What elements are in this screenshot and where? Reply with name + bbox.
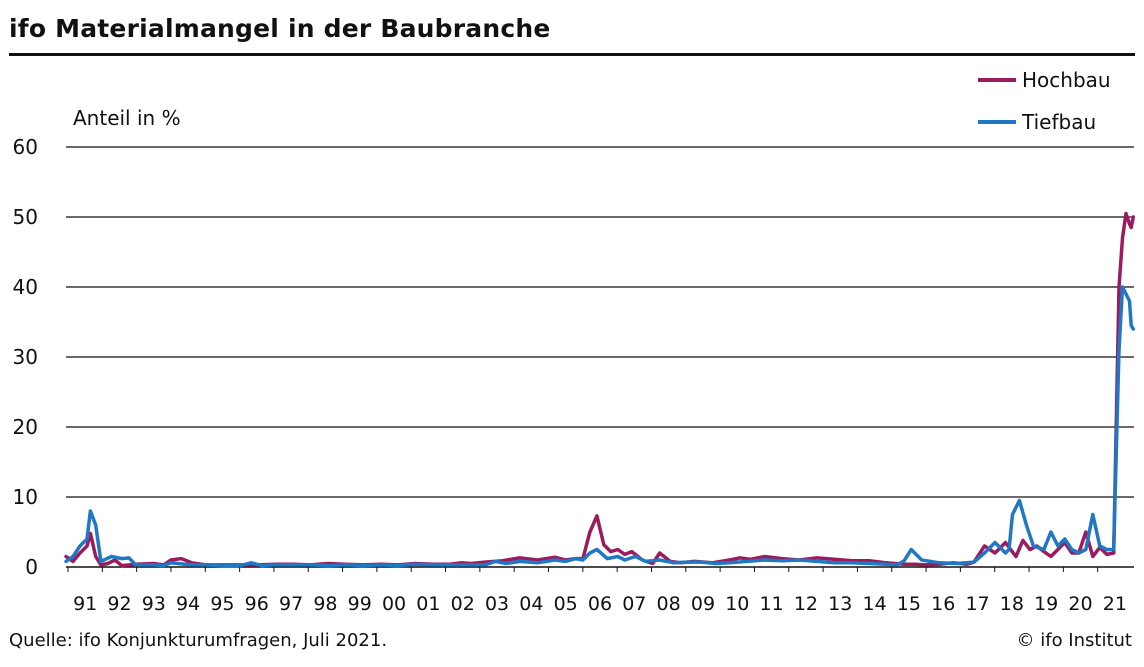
x-tick-label: 08: [657, 593, 681, 615]
x-tick-label: 16: [931, 593, 955, 615]
x-tick-label: 96: [245, 593, 269, 615]
x-tick-label: 15: [897, 593, 921, 615]
x-tick-label: 98: [313, 593, 337, 615]
x-tick-label: 21: [1103, 593, 1127, 615]
page-title: ifo Materialmangel in der Baubranche: [9, 14, 551, 43]
x-tick-label: 12: [794, 593, 818, 615]
x-tick-label: 94: [176, 593, 200, 615]
x-tick-label: 10: [725, 593, 749, 615]
x-tick-label: 13: [828, 593, 852, 615]
x-tick-label: 97: [279, 593, 303, 615]
x-tick-label: 18: [1000, 593, 1024, 615]
x-tick-label: 93: [142, 593, 166, 615]
y-tick-label: 60: [13, 135, 38, 159]
y-tick-labels: 0 10 20 30 40 50 60: [13, 135, 38, 579]
x-tick-label: 02: [451, 593, 475, 615]
y-tick-label: 10: [13, 485, 38, 509]
y-axis-label: Anteil in %: [73, 106, 181, 130]
grid-lines: [66, 146, 1134, 568]
y-tick-label: 40: [13, 275, 38, 299]
x-tick-label: 99: [348, 593, 372, 615]
x-tick-label: 04: [519, 593, 543, 615]
y-tick-label: 30: [13, 345, 38, 369]
x-tick-label: 03: [485, 593, 509, 615]
y-tick-label: 50: [13, 205, 38, 229]
x-tick-label: 14: [862, 593, 886, 615]
x-tick-labels: 91 92 93 94 95 96 97 98 99 00 01 02 03 04 05 06 07 08 09 10…: [67, 567, 1127, 615]
x-tick-label: 07: [622, 593, 646, 615]
x-tick-label: 06: [588, 593, 612, 615]
x-tick-label: 92: [107, 593, 131, 615]
x-tick-label: 91: [73, 593, 97, 615]
x-tick-label: 19: [1034, 593, 1058, 615]
title-divider: [9, 53, 1135, 56]
legend-label-hochbau: Hochbau: [1022, 68, 1111, 92]
x-tick-label: 95: [210, 593, 234, 615]
legend: Hochbau Tiefbau: [978, 68, 1111, 134]
x-tick-label: 01: [416, 593, 440, 615]
x-tick-label: 09: [691, 593, 715, 615]
series-lines: [64, 211, 1136, 568]
x-tick-label: 11: [760, 593, 784, 615]
x-tick-label: 05: [554, 593, 578, 615]
copyright-note: © ifo Institut: [1016, 630, 1132, 651]
series-line-hochbau: [64, 211, 1136, 568]
x-tick-label: 00: [382, 593, 406, 615]
source-note: Quelle: ifo Konjunkturumfragen, Juli 202…: [9, 630, 388, 651]
x-tick-label: 17: [965, 593, 989, 615]
series-line-tiefbau: [64, 285, 1136, 568]
y-tick-label: 20: [13, 415, 38, 439]
x-tick-label: 20: [1068, 593, 1092, 615]
y-tick-label: 0: [25, 555, 38, 579]
legend-label-tiefbau: Tiefbau: [1021, 110, 1096, 134]
